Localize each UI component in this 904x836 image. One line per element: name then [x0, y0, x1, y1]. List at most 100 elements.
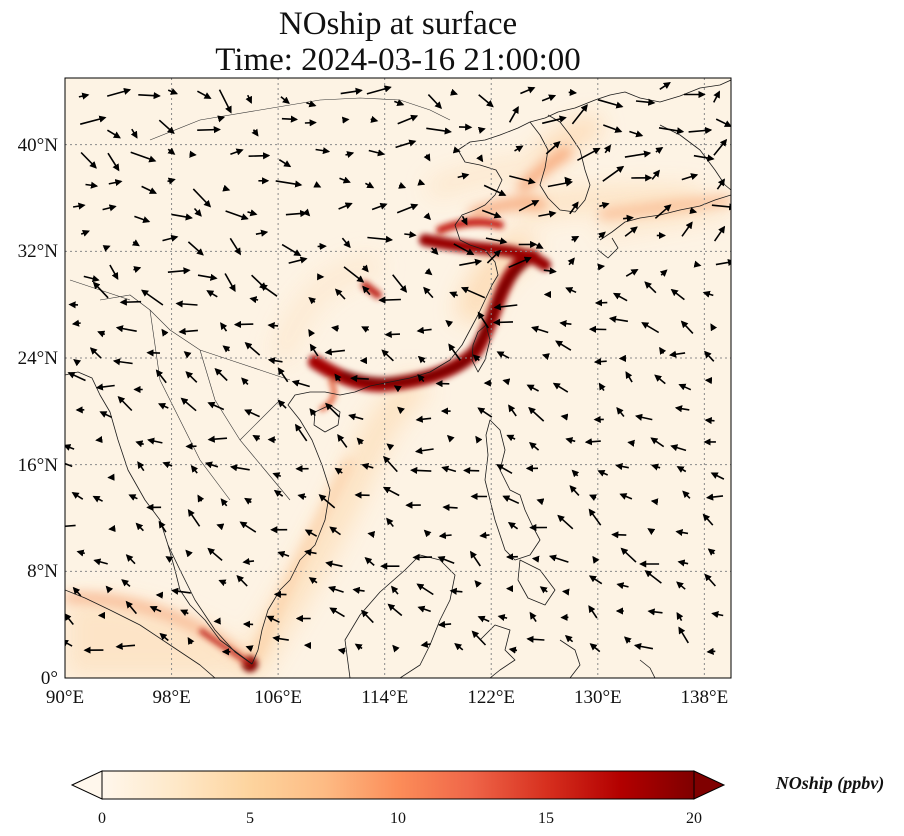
- wind-arrow: [266, 615, 280, 624]
- wind-arrow: [472, 354, 481, 362]
- wind-arrow: [678, 383, 692, 391]
- wind-arrow: [528, 406, 545, 422]
- wind-arrow: [167, 177, 176, 185]
- wind-arrow: [627, 439, 635, 447]
- wind-arrow: [688, 126, 713, 135]
- wind-arrow: [442, 503, 458, 512]
- wind-arrow: [625, 268, 639, 277]
- wind-arrow: [189, 150, 197, 158]
- colorbar-tick-0: 0: [98, 810, 106, 827]
- wind-arrow: [659, 82, 671, 90]
- wind-arrow: [603, 124, 623, 133]
- wind-arrow: [569, 201, 579, 215]
- wind-arrow: [383, 455, 398, 473]
- wind-arrow: [707, 548, 716, 556]
- wind-arrow: [65, 444, 75, 451]
- wind-arrow: [180, 609, 189, 617]
- colorbar-tick-20: 20: [686, 810, 702, 827]
- wind-arrow: [97, 330, 106, 338]
- wind-arrow: [508, 646, 518, 654]
- wind-arrow: [370, 115, 379, 123]
- wind-arrow: [693, 154, 715, 162]
- wind-arrow: [277, 551, 290, 558]
- wind-arrow: [141, 185, 158, 194]
- wind-arrow: [559, 320, 572, 328]
- wind-arrow: [218, 89, 232, 114]
- wind-arrow: [644, 281, 657, 294]
- wind-arrow: [564, 176, 573, 184]
- wind-arrow: [567, 257, 575, 266]
- wind-arrow: [529, 441, 540, 451]
- wind-arrow: [158, 520, 167, 533]
- wind-arrow: [599, 201, 610, 209]
- wind-arrow: [78, 92, 90, 100]
- wind-arrow: [612, 292, 628, 302]
- wind-arrow: [541, 94, 557, 102]
- wind-arrow: [619, 493, 633, 500]
- wind-arrow: [624, 150, 652, 158]
- wind-arrow: [308, 328, 316, 337]
- wind-arrow: [712, 90, 721, 103]
- wind-arrow: [334, 467, 343, 475]
- wind-arrow: [675, 528, 689, 537]
- wind-arrow: [108, 524, 116, 533]
- wind-arrow: [115, 325, 137, 333]
- lon-tick-106: 106°E: [254, 687, 302, 708]
- wind-arrow: [230, 148, 244, 156]
- wind-arrow: [187, 509, 201, 527]
- wind-arrow: [178, 327, 198, 336]
- wind-arrow: [334, 373, 342, 382]
- wind-arrow: [588, 508, 602, 526]
- wind-arrow: [454, 643, 464, 651]
- wind-arrow: [457, 172, 470, 180]
- wind-arrow: [416, 326, 432, 334]
- wind-arrow: [716, 178, 726, 190]
- wind-arrow: [259, 283, 278, 297]
- wind-arrow: [162, 234, 179, 242]
- wind-arrow: [496, 351, 510, 359]
- wind-arrow: [161, 328, 169, 337]
- wind-arrow: [588, 575, 603, 585]
- wind-arrow: [502, 378, 511, 386]
- wind-arrow: [706, 647, 716, 656]
- gridlines: [65, 78, 731, 678]
- wind-arrow: [384, 330, 401, 339]
- wind-arrow: [197, 494, 205, 503]
- lat-tick-8: 8°N: [27, 561, 58, 582]
- wind-arrow: [244, 342, 261, 356]
- wind-arrow: [437, 620, 452, 629]
- wind-arrow: [99, 411, 113, 419]
- wind-arrow: [72, 202, 86, 210]
- wind-arrow: [417, 374, 425, 383]
- wind-arrow: [564, 634, 574, 643]
- wind-arrow: [137, 461, 145, 472]
- wind-arrow: [183, 351, 192, 359]
- title-line-2: Time: 2024-03-16 21:00:00: [215, 42, 580, 78]
- wind-arrow: [112, 358, 133, 366]
- wind-arrow: [668, 350, 686, 358]
- wind-arrow: [378, 296, 401, 304]
- korea-coastline: [529, 114, 591, 213]
- wind-arrow: [325, 560, 343, 568]
- wind-arrow: [197, 126, 221, 134]
- lon-tick-122: 122°E: [467, 687, 515, 708]
- wind-arrow: [128, 494, 138, 501]
- wind-arrow: [497, 614, 508, 622]
- wind-arrow: [509, 175, 536, 185]
- wind-arrow: [395, 139, 417, 149]
- wind-arrow: [180, 397, 197, 412]
- wind-arrow: [616, 406, 625, 417]
- colorbar-extend-min: [70, 770, 103, 800]
- wind-arrow: [207, 435, 228, 443]
- wind-arrow: [102, 245, 111, 252]
- wind-arrow: [83, 275, 100, 283]
- wind-arrow: [423, 153, 431, 162]
- wind-arrow: [647, 608, 663, 616]
- wind-arrow: [67, 371, 86, 382]
- wind-arrow: [396, 203, 419, 214]
- wind-arrow: [72, 586, 82, 597]
- wind-arrow: [531, 325, 549, 334]
- wind-arrow: [337, 434, 348, 448]
- wind-arrow: [249, 296, 259, 304]
- wind-arrow: [571, 104, 588, 125]
